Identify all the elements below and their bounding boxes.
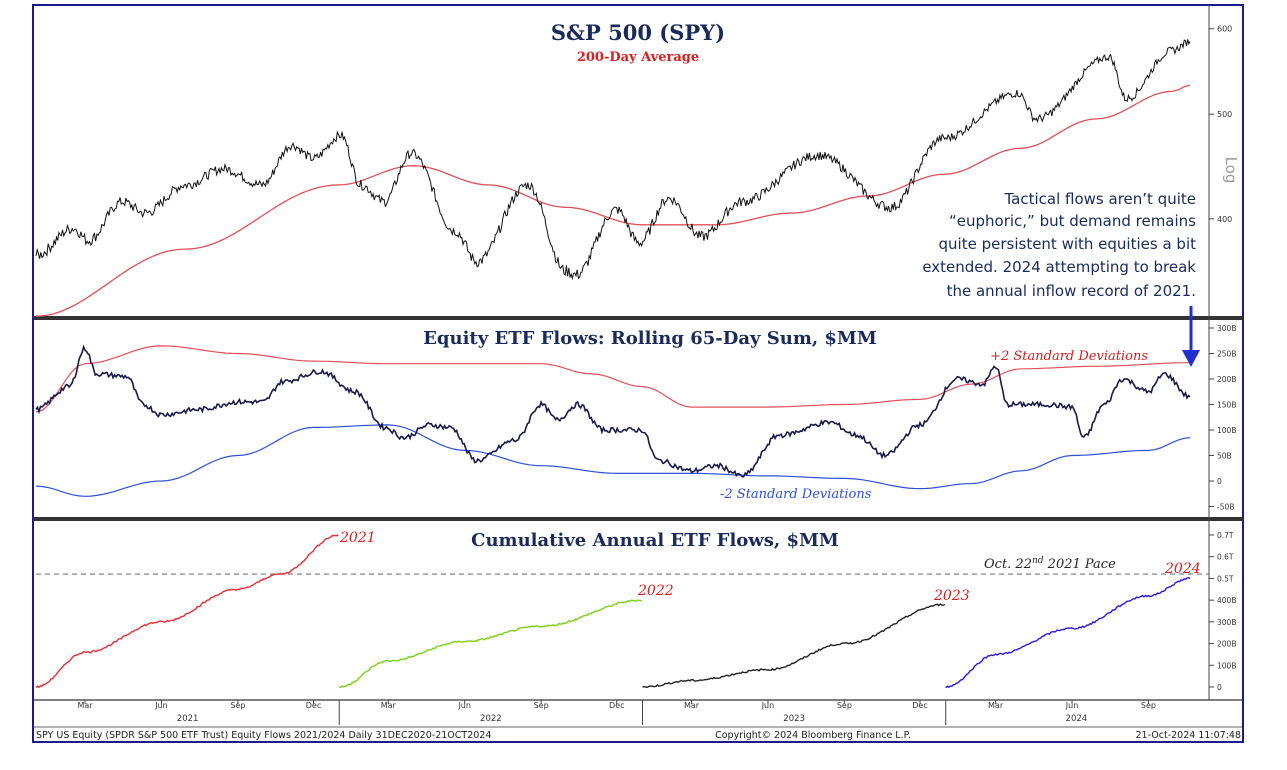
x-tick-label: Mar: [988, 701, 1004, 710]
flows-chart-title: Equity ETF Flows: Rolling 65-Day Sum, $M…: [423, 328, 877, 349]
x-tick-label: Dec: [306, 701, 321, 710]
cumulative-chart-title: Cumulative Annual ETF Flows, $MM: [471, 530, 839, 551]
lower-band-line: [35, 424, 1191, 497]
annotation-line: the annual inflow record of 2021.: [947, 282, 1196, 300]
y-tick-label: 0.7T: [1217, 531, 1234, 540]
annotation-text: Tactical flows aren’t quite “euphoric,” …: [922, 190, 1196, 300]
x-tick-label: Jun: [154, 701, 168, 710]
pace-label-tail: 2021 Pace: [1044, 557, 1117, 572]
y-tick-label: 100B: [1217, 426, 1236, 435]
avg-200day-line: [35, 84, 1191, 317]
log-axis-label: Log: [1222, 157, 1240, 184]
lower-band-label: -2 Standard Deviations: [720, 487, 872, 502]
annotation-line: “euphoric,” but demand remains: [949, 212, 1196, 230]
spy-chart-title: S&P 500 (SPY): [551, 20, 725, 45]
x-year-label: 2023: [783, 714, 805, 724]
x-tick-label: Sep: [534, 701, 549, 710]
y-tick-label: 400B: [1217, 596, 1236, 605]
chart-frame: [32, 4, 1244, 743]
x-tick-label: Sep: [1141, 701, 1156, 710]
spy-price-line: [35, 39, 1191, 281]
y-tick-label: 500: [1217, 110, 1232, 119]
x-year-label: 2021: [177, 714, 199, 724]
upper-band-label: +2 Standard Deviations: [990, 349, 1148, 364]
x-year-label: 2022: [480, 714, 502, 724]
x-tick-label: Jun: [1065, 701, 1079, 710]
label-2024: 2024: [1164, 561, 1201, 577]
y-tick-label: 600: [1217, 25, 1232, 34]
spy-chart-subtitle: 200-Day Average: [577, 50, 699, 65]
x-tick-label: Mar: [684, 701, 700, 710]
y-tick-label: 0.6T: [1217, 553, 1234, 562]
annotation-line: Tactical flows aren’t quite: [1003, 190, 1196, 208]
down-arrow-icon: [1182, 306, 1200, 367]
x-tick-label: Mar: [381, 701, 397, 710]
y-tick-label: 400: [1217, 215, 1232, 224]
footer-center: Copyright© 2024 Bloomberg Finance L.P.: [715, 730, 911, 741]
x-tick-label: Dec: [609, 701, 624, 710]
x-tick-label: Jun: [457, 701, 471, 710]
cumulative-2021-line: [35, 534, 339, 689]
y-tick-label: 0.5T: [1217, 574, 1234, 583]
x-year-label: 2024: [1066, 714, 1088, 724]
pace-label-main: Oct. 22: [984, 557, 1032, 572]
y-tick-label: 300B: [1217, 618, 1236, 627]
label-2023: 2023: [933, 588, 970, 604]
annotation-line: extended. 2024 attempting to break: [922, 258, 1196, 276]
y-tick-label: -50B: [1217, 503, 1234, 512]
y-tick-label: 50B: [1217, 452, 1232, 461]
label-2022: 2022: [637, 583, 674, 599]
x-tick-label: Mar: [77, 701, 93, 710]
x-tick-label: Sep: [837, 701, 852, 710]
y-tick-label: 300B: [1217, 324, 1236, 333]
footer-right: 21-Oct-2024 11:07:48: [1136, 730, 1242, 741]
x-tick-label: Jun: [761, 701, 775, 710]
footer-left: SPY US Equity (SPDR S&P 500 ETF Trust) E…: [36, 730, 491, 741]
cumulative-2022-line: [338, 599, 643, 689]
label-2021: 2021: [339, 530, 376, 546]
y-tick-label: 0: [1217, 683, 1222, 692]
pace-label: Oct. 22nd 2021 Pace: [984, 556, 1116, 572]
y-tick-label: 0: [1217, 477, 1222, 486]
cumulative-2023-line: [642, 603, 946, 689]
cumulative-2024-line: [945, 576, 1191, 689]
rolling-flow-line: [35, 344, 1191, 478]
annotation-line: quite persistent with equities a bit: [939, 235, 1197, 253]
x-tick-label: Sep: [230, 701, 245, 710]
y-tick-label: 250B: [1217, 350, 1236, 359]
y-tick-label: 200B: [1217, 640, 1236, 649]
y-tick-label: 150B: [1217, 401, 1236, 410]
upper-band-line: [35, 345, 1190, 413]
y-tick-label: 100B: [1217, 661, 1236, 670]
pace-label-sup: nd: [1032, 556, 1044, 566]
y-tick-label: 200B: [1217, 375, 1236, 384]
x-tick-label: Dec: [912, 701, 927, 710]
